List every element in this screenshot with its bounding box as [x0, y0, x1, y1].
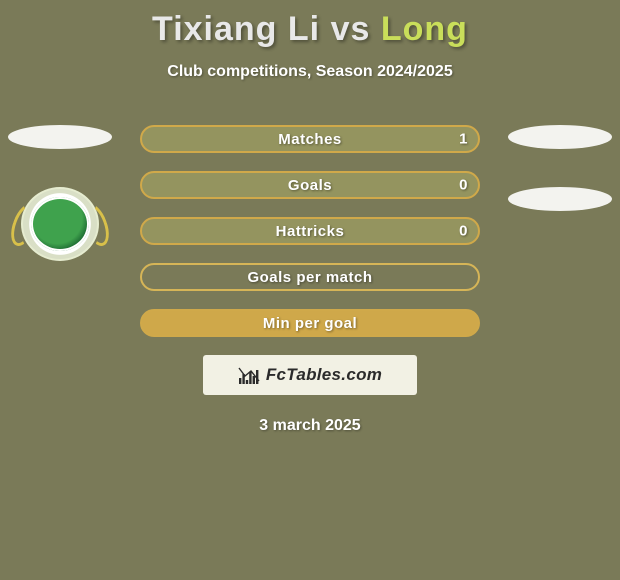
stat-label: Min per goal [263, 315, 357, 332]
stat-value-right: 0 [459, 223, 468, 240]
subtitle: Club competitions, Season 2024/2025 [0, 63, 620, 81]
left-column [0, 125, 120, 261]
content-area: Matches 1 Goals 0 Hattricks 0 Goals per match M… [0, 125, 620, 435]
stat-bar-goals-per-match: Goals per match [140, 263, 480, 291]
player2-club-placeholder [508, 187, 612, 211]
stat-value-right: 1 [459, 131, 468, 148]
player1-photo-placeholder [8, 125, 112, 149]
stat-bars: Matches 1 Goals 0 Hattricks 0 Goals per match M… [140, 125, 480, 337]
right-column [500, 125, 620, 211]
fctables-logo[interactable]: FcTables.com [203, 355, 417, 395]
bar-chart-icon [238, 366, 260, 384]
stat-bar-goals: Goals 0 [140, 171, 480, 199]
stat-value-right: 0 [459, 177, 468, 194]
player2-photo-placeholder [508, 125, 612, 149]
fctables-text: FcTables.com [266, 365, 382, 385]
date-label: 3 march 2025 [0, 417, 620, 435]
stat-bar-min-per-goal: Min per goal [140, 309, 480, 337]
page-title: Tixiang Li vs Long [0, 0, 620, 49]
player1-name: Tixiang Li [152, 10, 320, 48]
stat-label: Matches [278, 131, 342, 148]
player2-name: Long [381, 10, 468, 48]
stat-label: Goals per match [247, 269, 372, 286]
stat-label: Goals [288, 177, 332, 194]
stat-bar-matches: Matches 1 [140, 125, 480, 153]
vs-label: vs [331, 10, 371, 48]
player1-club-badge [21, 187, 99, 261]
stat-bar-hattricks: Hattricks 0 [140, 217, 480, 245]
stat-label: Hattricks [276, 223, 345, 240]
